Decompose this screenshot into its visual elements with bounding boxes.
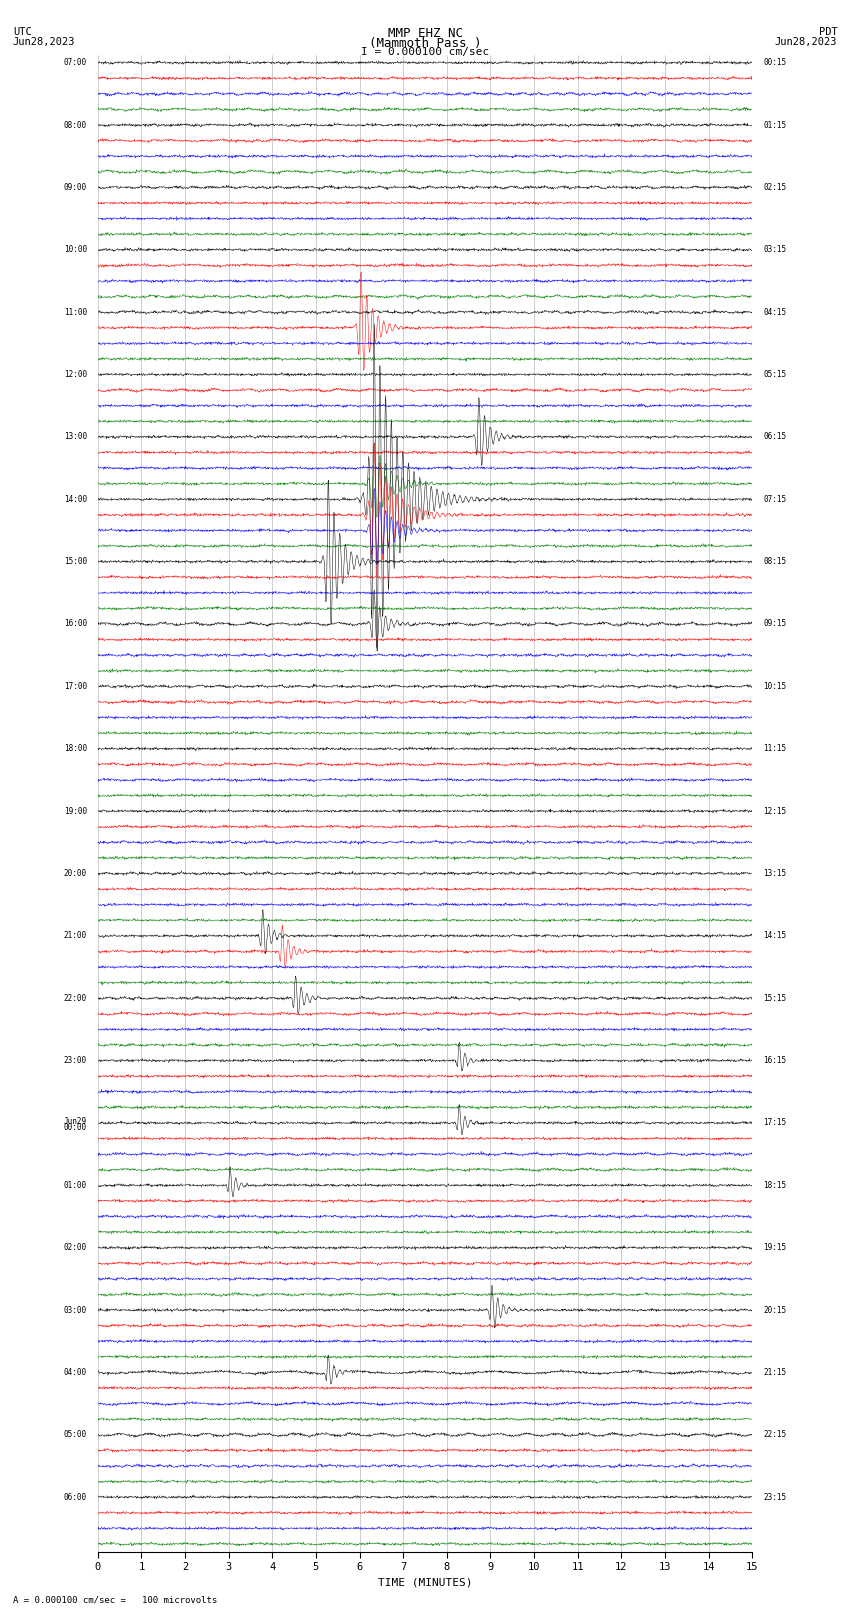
Text: 04:15: 04:15 [763, 308, 786, 316]
Text: 07:00: 07:00 [64, 58, 87, 68]
Text: 14:15: 14:15 [763, 931, 786, 940]
Text: 13:00: 13:00 [64, 432, 87, 442]
Text: Jun28,2023: Jun28,2023 [774, 37, 837, 47]
Text: 01:00: 01:00 [64, 1181, 87, 1190]
Text: 21:15: 21:15 [763, 1368, 786, 1378]
Text: 12:00: 12:00 [64, 369, 87, 379]
Text: 13:15: 13:15 [763, 869, 786, 877]
Text: 03:15: 03:15 [763, 245, 786, 255]
Text: 02:15: 02:15 [763, 182, 786, 192]
Text: 15:00: 15:00 [64, 556, 87, 566]
Text: (Mammoth Pass ): (Mammoth Pass ) [369, 37, 481, 50]
Text: 18:15: 18:15 [763, 1181, 786, 1190]
Text: 19:00: 19:00 [64, 806, 87, 816]
Text: 17:15: 17:15 [763, 1118, 786, 1127]
Text: 20:00: 20:00 [64, 869, 87, 877]
X-axis label: TIME (MINUTES): TIME (MINUTES) [377, 1578, 473, 1587]
Text: 08:15: 08:15 [763, 556, 786, 566]
Text: 23:00: 23:00 [64, 1057, 87, 1065]
Text: MMP EHZ NC: MMP EHZ NC [388, 27, 462, 40]
Text: 19:15: 19:15 [763, 1244, 786, 1252]
Text: 05:15: 05:15 [763, 369, 786, 379]
Text: 10:15: 10:15 [763, 682, 786, 690]
Text: 05:00: 05:00 [64, 1431, 87, 1439]
Text: 17:00: 17:00 [64, 682, 87, 690]
Text: 09:15: 09:15 [763, 619, 786, 629]
Text: 14:00: 14:00 [64, 495, 87, 503]
Text: 08:00: 08:00 [64, 121, 87, 129]
Text: 04:00: 04:00 [64, 1368, 87, 1378]
Text: 00:15: 00:15 [763, 58, 786, 68]
Text: 12:15: 12:15 [763, 806, 786, 816]
Text: 11:15: 11:15 [763, 744, 786, 753]
Text: 11:00: 11:00 [64, 308, 87, 316]
Text: 06:00: 06:00 [64, 1492, 87, 1502]
Text: 23:15: 23:15 [763, 1492, 786, 1502]
Text: A = 0.000100 cm/sec =   100 microvolts: A = 0.000100 cm/sec = 100 microvolts [13, 1595, 217, 1605]
Text: 22:00: 22:00 [64, 994, 87, 1003]
Text: 20:15: 20:15 [763, 1305, 786, 1315]
Text: PDT: PDT [819, 27, 837, 37]
Text: 07:15: 07:15 [763, 495, 786, 503]
Text: 09:00: 09:00 [64, 182, 87, 192]
Text: 00:00: 00:00 [64, 1123, 87, 1132]
Text: 22:15: 22:15 [763, 1431, 786, 1439]
Text: 15:15: 15:15 [763, 994, 786, 1003]
Text: Jun29: Jun29 [64, 1116, 87, 1126]
Text: 21:00: 21:00 [64, 931, 87, 940]
Text: 02:00: 02:00 [64, 1244, 87, 1252]
Text: Jun28,2023: Jun28,2023 [13, 37, 76, 47]
Text: 16:00: 16:00 [64, 619, 87, 629]
Text: 01:15: 01:15 [763, 121, 786, 129]
Text: 10:00: 10:00 [64, 245, 87, 255]
Text: 18:00: 18:00 [64, 744, 87, 753]
Text: 03:00: 03:00 [64, 1305, 87, 1315]
Text: 16:15: 16:15 [763, 1057, 786, 1065]
Text: UTC: UTC [13, 27, 31, 37]
Text: 06:15: 06:15 [763, 432, 786, 442]
Text: I = 0.000100 cm/sec: I = 0.000100 cm/sec [361, 47, 489, 56]
